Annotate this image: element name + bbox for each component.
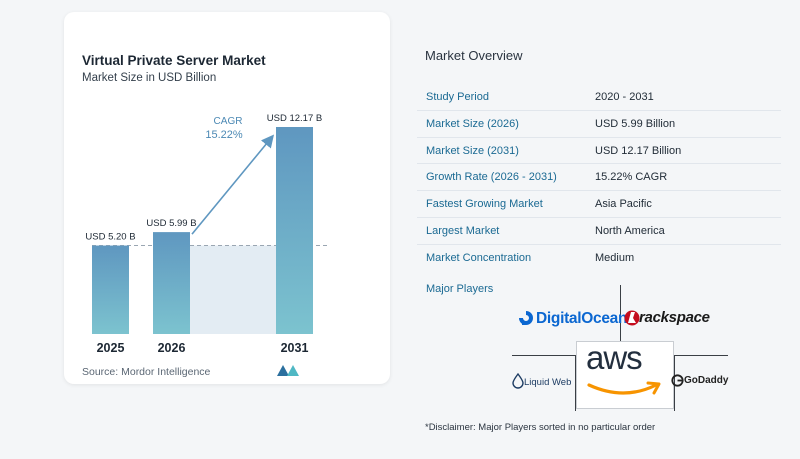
- godaddy-logo-icon: [671, 374, 684, 387]
- cagr-arrow: [191, 134, 275, 235]
- logo-divider: [575, 355, 576, 411]
- digitalocean-logo-icon: [519, 311, 533, 325]
- rackspace-logo-icon: [624, 310, 640, 326]
- chart-title: Virtual Private Server Market: [82, 53, 266, 68]
- overview-row: Largest Market North America: [417, 218, 781, 245]
- bar-2026: [153, 232, 190, 334]
- overview-label: Growth Rate (2026 - 2031): [426, 171, 557, 184]
- tick-label: 2031: [281, 341, 309, 355]
- overview-value: Asia Pacific: [595, 198, 652, 211]
- overview-label: Market Concentration: [426, 251, 532, 264]
- aws-smile-icon: [587, 381, 661, 395]
- overview-label: Market Size (2026): [426, 117, 519, 130]
- overview-value: 2020 - 2031: [595, 91, 654, 103]
- overview-label: Fastest Growing Market: [426, 198, 543, 211]
- source-note: Source: Mordor Intelligence: [82, 366, 211, 378]
- overview-label: Largest Market: [426, 224, 500, 237]
- digitalocean-logo: DigitalOcean: [536, 310, 628, 327]
- overview-title: Market Overview: [425, 48, 523, 63]
- overview-row: Market Size (2031) USD 12.17 Billion: [417, 138, 781, 165]
- overview-row: Fastest Growing Market Asia Pacific: [417, 191, 781, 218]
- overview-row: Market Size (2026) USD 5.99 Billion: [417, 111, 781, 138]
- bar-2031: [276, 127, 313, 334]
- overview-row: Growth Rate (2026 - 2031) 15.22% CAGR: [417, 164, 781, 192]
- players-logos: DigitalOcean rackspace aws Liquid Web Go…: [508, 283, 748, 413]
- reference-band: [190, 245, 276, 334]
- overview-value: 15.22% CAGR: [595, 171, 668, 184]
- data-label: USD 5.99 B: [146, 218, 196, 229]
- liquidweb-logo: Liquid Web: [524, 377, 572, 388]
- overview-value: North America: [595, 224, 665, 237]
- mordor-logo-icon: [277, 365, 299, 376]
- logo-divider: [674, 355, 675, 411]
- godaddy-logo: GoDaddy: [684, 375, 729, 386]
- data-label: USD 12.17 B: [267, 113, 322, 124]
- rackspace-logo: rackspace: [639, 309, 710, 326]
- tick-label: 2025: [97, 341, 125, 355]
- chart-subtitle: Market Size in USD Billion: [82, 72, 217, 84]
- aws-logo: aws: [586, 339, 643, 376]
- aws-logo-box: [576, 341, 674, 409]
- overview-table: Study Period 2020 - 2031 Market Size (2026…: [417, 84, 781, 272]
- overview-row: Market Concentration Medium: [417, 245, 781, 272]
- chart-card: Virtual Private Server Market Market Siz…: [64, 12, 390, 384]
- bar-chart: USD 5.20 B 2025 USD 5.99 B 2026 USD 12.17 B 2…: [85, 113, 329, 355]
- overview-label: Study Period: [426, 91, 489, 103]
- cagr-label: CAGR: [214, 116, 243, 127]
- players-title: Major Players: [426, 283, 494, 295]
- liquidweb-logo-icon: [512, 373, 524, 389]
- bar-2025: [92, 245, 129, 334]
- logo-divider: [620, 285, 621, 355]
- overview-value: USD 5.99 Billion: [595, 117, 676, 130]
- overview-label: Market Size (2031): [426, 144, 519, 157]
- overview-value: Medium: [595, 251, 635, 264]
- disclaimer: *Disclaimer: Major Players sorted in no …: [425, 422, 656, 433]
- tick-label: 2026: [158, 341, 186, 355]
- cagr-value: 15.22%: [205, 129, 243, 141]
- data-label: USD 5.20 B: [85, 232, 135, 243]
- overview-row: Study Period 2020 - 2031: [417, 84, 781, 111]
- overview-value: USD 12.17 Billion: [595, 144, 682, 157]
